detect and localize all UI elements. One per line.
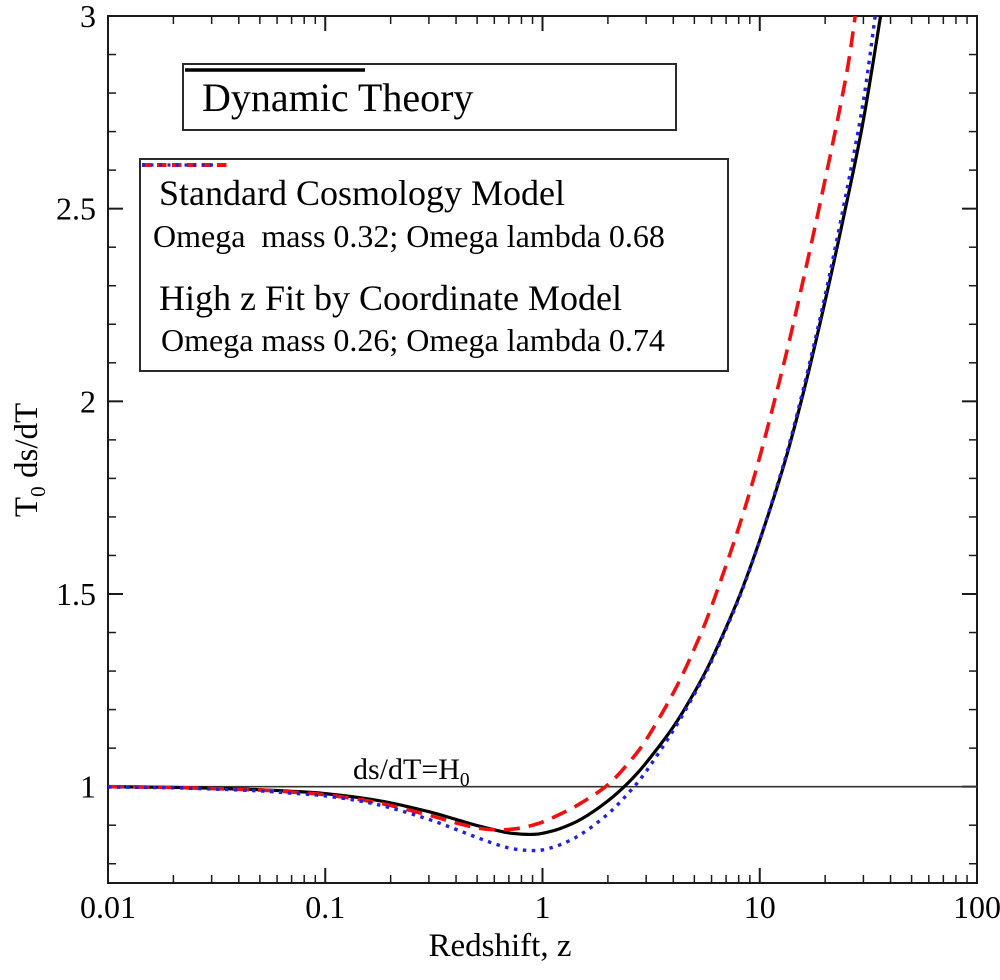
y-tick-label: 3	[80, 0, 96, 34]
dynamic-theory-line-sample	[185, 68, 365, 72]
legend-dynamic-theory: Dynamic Theory	[182, 63, 677, 131]
refline-label-subscript: 0	[459, 770, 470, 791]
y-axis-title-subscript: 0	[25, 486, 50, 497]
curve-high-z-fit-by-coordinate-model	[108, 16, 877, 853]
y-axis-title: T0 ds/dT	[9, 403, 51, 517]
legend-spacer	[153, 257, 713, 275]
highz-fit-line-sample	[142, 163, 214, 167]
standard-cosmology-label: Standard Cosmology Model	[159, 172, 565, 213]
legend-models: Standard Cosmology Model Omega mass 0.32…	[139, 158, 729, 372]
refline-label: ds/dT=H0	[353, 753, 470, 792]
plot-border	[107, 15, 978, 884]
refline-label-text: ds/dT=H	[353, 753, 460, 786]
x-tick-label: 1	[535, 889, 551, 925]
x-tick-label: 0.1	[305, 889, 345, 925]
curve-dynamic-theory	[108, 16, 883, 837]
x-tick-label: 0.01	[80, 889, 136, 925]
x-axis-title: Redshift, z	[428, 928, 572, 964]
y-tick-label: 2	[80, 383, 96, 419]
legend-entry-standard-cosmology: Standard Cosmology Model	[142, 163, 713, 216]
y-axis-title-text: T	[9, 496, 46, 518]
y-tick-label: 1.5	[56, 576, 96, 612]
highz-fit-params: Omega mass 0.26; Omega lambda 0.74	[161, 322, 665, 359]
x-axis-ticks: 0.01 0.1 1 10 100	[80, 16, 1000, 925]
y-tick-label: 2.5	[56, 191, 96, 227]
highz-fit-label: High z Fit by Coordinate Model	[159, 277, 622, 318]
y-tick-label: 1	[80, 769, 96, 805]
y-axis-ticks: 1 1.5 2 2.5 3	[56, 0, 977, 865]
curve-standard-cosmology-model	[108, 16, 857, 832]
legend-entry-highz-fit: High z Fit by Coordinate Model	[142, 163, 713, 321]
y-axis-title-rest: ds/dT	[9, 402, 46, 487]
x-tick-label: 10	[744, 889, 776, 925]
standard-cosmology-params: Omega mass 0.32; Omega lambda 0.68	[153, 217, 665, 254]
legend-dynamic-theory-label: Dynamic Theory	[202, 74, 474, 120]
x-tick-label: 100	[953, 889, 1000, 925]
